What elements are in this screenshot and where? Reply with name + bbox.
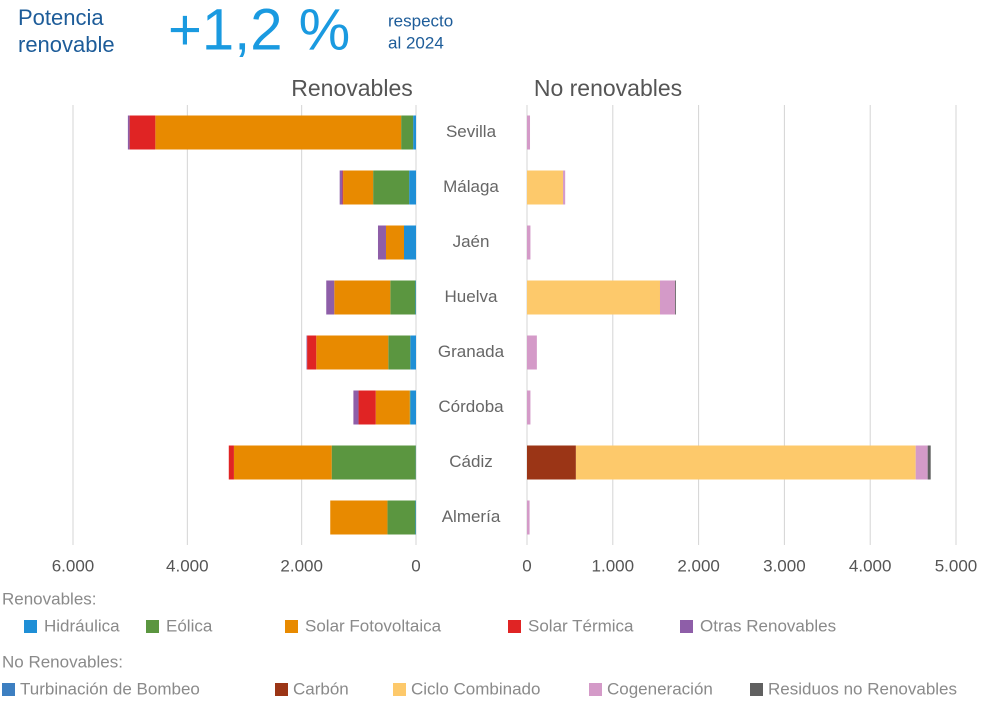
legend-swatch <box>680 620 693 633</box>
bar-segment <box>387 500 416 535</box>
legend-label: Cogeneración <box>607 679 713 698</box>
bar-segment <box>575 445 916 480</box>
bar-segment <box>527 390 531 425</box>
bar-segment <box>343 170 374 205</box>
bar-segment <box>415 280 416 315</box>
bar-segment <box>377 225 386 260</box>
bar-segment <box>358 390 376 425</box>
bar-segment <box>388 335 411 370</box>
bar-segment <box>373 170 410 205</box>
bar-segment <box>403 225 416 260</box>
bar-segment <box>401 115 414 150</box>
legend-title: Renovables: <box>2 589 97 608</box>
bar-segment <box>915 445 928 480</box>
x-tick-label: 3.000 <box>763 556 806 575</box>
bar-segment <box>675 280 676 315</box>
x-tick-label: 2.000 <box>280 556 323 575</box>
panel-title: No renovables <box>534 75 682 101</box>
bar-segment <box>927 445 931 480</box>
x-tick-label: 5.000 <box>935 556 978 575</box>
legend-swatch <box>393 683 406 696</box>
category-label: Almería <box>442 507 501 526</box>
legend-swatch <box>589 683 602 696</box>
bar-segment <box>306 335 308 370</box>
legend-label: Solar Térmica <box>528 616 634 635</box>
bar-segment <box>527 500 530 535</box>
header-label: Potencia <box>18 5 104 30</box>
bar-segment <box>353 390 359 425</box>
bar-segment <box>563 170 566 205</box>
bar-segment <box>527 445 576 480</box>
header-note: respecto <box>388 11 453 30</box>
bar-segment <box>155 115 402 150</box>
x-tick-label: 2.000 <box>677 556 720 575</box>
bar-segment <box>339 170 343 205</box>
category-label: Cádiz <box>449 452 492 471</box>
bar-segment <box>527 115 531 150</box>
category-label: Granada <box>438 342 505 361</box>
category-label: Sevilla <box>446 122 497 141</box>
bar-segment <box>659 280 676 315</box>
x-tick-label: 6.000 <box>52 556 95 575</box>
legend-label: Solar Fotovoltaica <box>305 616 442 635</box>
legend-label: Ciclo Combinado <box>411 679 540 698</box>
header-change: +1,2 % <box>168 0 350 62</box>
bar-segment <box>409 170 416 205</box>
bar-segment <box>527 170 564 205</box>
bar-segment <box>233 445 332 480</box>
category-label: Málaga <box>443 177 499 196</box>
legend-swatch <box>750 683 763 696</box>
legend-label: Hidráulica <box>44 616 120 635</box>
x-tick-label: 4.000 <box>849 556 892 575</box>
bar-segment <box>330 500 388 535</box>
bar-segment <box>410 335 416 370</box>
legend-label: Residuos no Renovables <box>768 679 957 698</box>
bar-segment <box>390 280 416 315</box>
bar-segment <box>129 115 156 150</box>
bar-segment <box>375 390 410 425</box>
category-label: Jaén <box>453 232 490 251</box>
bar-segment <box>316 335 389 370</box>
legend-swatch <box>24 620 37 633</box>
legend-swatch <box>2 683 15 696</box>
bar-segment <box>527 225 531 260</box>
bar-segment <box>410 390 416 425</box>
legend-swatch <box>146 620 159 633</box>
legend-label: Turbinación de Bombeo <box>20 679 200 698</box>
x-tick-label: 4.000 <box>166 556 209 575</box>
legend-swatch <box>508 620 521 633</box>
bar-segment <box>409 390 411 425</box>
bar-segment <box>527 335 537 370</box>
bar-segment <box>307 335 317 370</box>
panel-title: Renovables <box>291 75 412 101</box>
bar-segment <box>385 225 404 260</box>
x-tick-label: 1.000 <box>592 556 635 575</box>
bar-segment <box>228 445 234 480</box>
legend-label: Otras Renovables <box>700 616 836 635</box>
legend-title: No Renovables: <box>2 652 123 671</box>
legend-label: Carbón <box>293 679 349 698</box>
header-label: renovable <box>18 32 115 57</box>
header-note: al 2024 <box>388 33 444 52</box>
bar-segment <box>527 280 660 315</box>
x-tick-label: 0 <box>522 556 531 575</box>
x-tick-label: 0 <box>411 556 420 575</box>
bar-segment <box>415 500 416 535</box>
legend-swatch <box>275 683 288 696</box>
legend-label: Eólica <box>166 616 213 635</box>
bar-segment <box>331 445 416 480</box>
bar-segment <box>342 170 344 205</box>
bar-segment <box>326 280 335 315</box>
legend-swatch <box>285 620 298 633</box>
bar-segment <box>334 280 391 315</box>
bar-segment <box>413 115 416 150</box>
category-label: Córdoba <box>438 397 504 416</box>
category-label: Huelva <box>445 287 498 306</box>
bar-segment <box>127 115 130 150</box>
